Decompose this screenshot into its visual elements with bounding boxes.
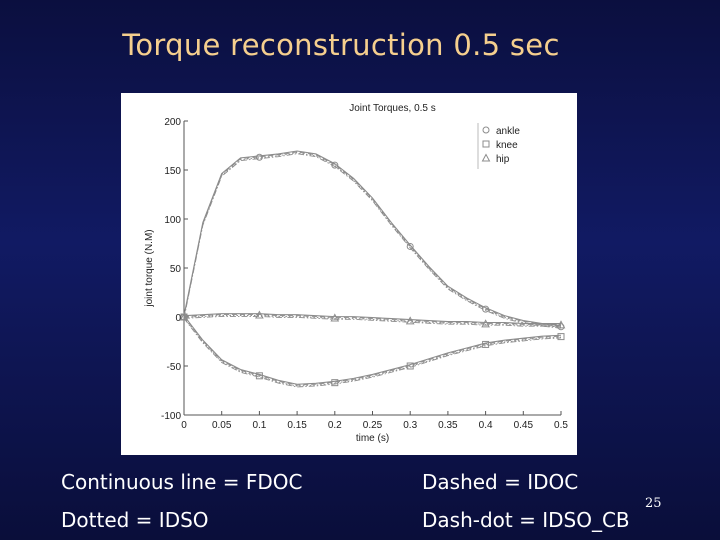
x-tick-label: 0.5 — [554, 420, 568, 431]
data-point-hip — [255, 310, 264, 319]
x-tick-label: 0.05 — [212, 420, 232, 431]
data-point-hip — [330, 313, 340, 322]
y-tick-label: 100 — [164, 215, 181, 226]
legend: ankle knee hip — [477, 123, 520, 169]
caption-dotted: Dotted = IDSO — [61, 508, 209, 532]
axes: -100 -50 0 50 100 150 200 0 0.05 0.1 0.15 0.2 0.25 0.… — [144, 103, 568, 444]
data-point-knee — [557, 333, 565, 341]
series-line-knee — [183, 316, 562, 386]
series-line-hip — [183, 313, 561, 325]
legend-marker-hip — [481, 153, 491, 162]
data-point-knee — [331, 379, 339, 387]
series-lines — [179, 150, 566, 388]
series-hip — [179, 310, 566, 329]
data-point-ankle — [331, 161, 339, 169]
chart-title: Joint Torques, 0.5 s — [349, 103, 436, 114]
series-line-ankle — [183, 152, 562, 328]
x-tick-label: 0.2 — [328, 420, 342, 431]
legend-marker-ankle — [482, 126, 490, 134]
data-point-hip — [405, 316, 415, 325]
series-line-ankle — [183, 150, 562, 326]
slide-number: 25 — [645, 496, 662, 511]
data-point-hip — [481, 319, 490, 328]
x-tick-label: 0.1 — [252, 420, 266, 431]
x-tick-label: 0.45 — [514, 420, 534, 431]
data-point-ankle — [482, 305, 490, 313]
y-tick-label: 200 — [164, 117, 181, 128]
series-ankle — [180, 150, 565, 331]
data-point-ankle — [406, 242, 414, 250]
slide-title: Torque reconstruction 0.5 sec — [122, 28, 560, 62]
x-tick-label: 0 — [181, 420, 187, 431]
y-tick-label: 50 — [170, 264, 182, 275]
joint-torques-chart: -100 -50 0 50 100 150 200 0 0.05 0.1 0.15 0.2 0.25 0.… — [144, 103, 568, 444]
y-tick-label: -50 — [167, 362, 182, 373]
y-tick-label: 0 — [175, 313, 181, 324]
x-axis-label: time (s) — [356, 433, 389, 444]
data-point-knee — [482, 340, 490, 348]
series-line-knee — [183, 317, 562, 387]
series-line-hip — [183, 314, 561, 325]
y-axis-label: joint torque (N.M) — [144, 229, 155, 307]
data-point-hip — [556, 320, 566, 329]
data-point-knee — [255, 372, 263, 380]
x-tick-label: 0.4 — [479, 420, 493, 431]
data-point-hip — [179, 312, 189, 321]
x-tick-label: 0.3 — [403, 420, 417, 431]
series-line-ankle — [183, 151, 562, 327]
x-tick-label: 0.25 — [363, 420, 383, 431]
legend-label-hip: hip — [496, 154, 510, 165]
series-line-knee — [183, 318, 562, 388]
chart-figure: -100 -50 0 50 100 150 200 0 0.05 0.1 0.15 0.2 0.25 0.… — [121, 93, 577, 455]
y-tick-label: 150 — [164, 166, 181, 177]
series-line-ankle — [183, 153, 562, 329]
series-line-knee — [183, 315, 562, 385]
series-line-hip — [183, 315, 561, 327]
series-knee — [180, 313, 565, 388]
legend-label-ankle: ankle — [496, 126, 520, 137]
legend-label-knee: knee — [496, 140, 518, 151]
caption-continuous: Continuous line = FDOC — [61, 470, 303, 494]
y-tick-label: -100 — [161, 411, 181, 422]
data-point-ankle — [255, 153, 263, 161]
x-tick-label: 0.35 — [438, 420, 458, 431]
x-tick-label: 0.15 — [287, 420, 307, 431]
caption-dashed: Dashed = IDOC — [422, 470, 579, 494]
legend-marker-knee — [482, 140, 490, 148]
caption-dashdot: Dash-dot = IDSO_CB — [422, 508, 630, 532]
data-point-knee — [406, 362, 414, 370]
